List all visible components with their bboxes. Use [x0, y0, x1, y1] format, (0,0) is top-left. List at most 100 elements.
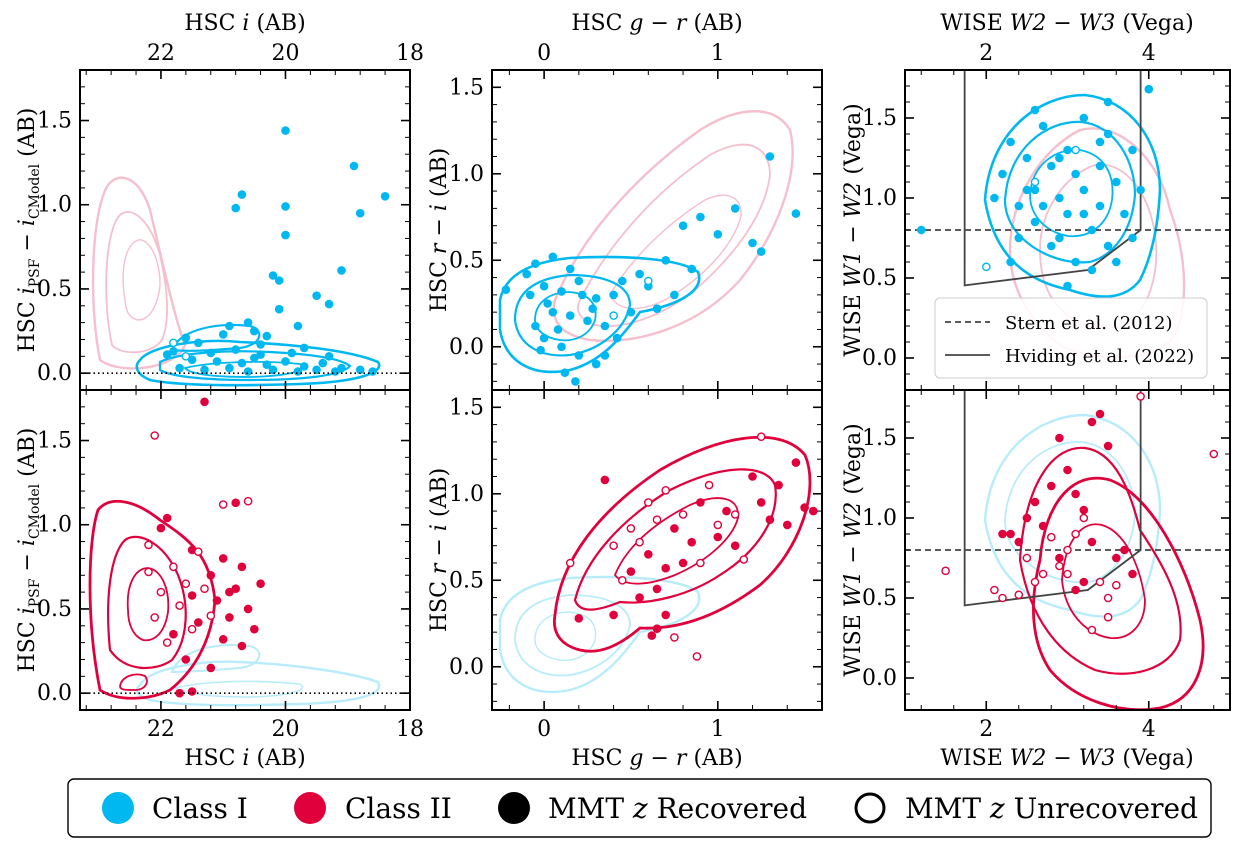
class1-point	[218, 330, 228, 339]
class2-point	[187, 591, 197, 600]
class2-contour-inner	[613, 497, 739, 585]
class1-point	[578, 290, 587, 300]
class1-point	[299, 362, 309, 371]
points-bottom-left	[144, 397, 265, 698]
x-tick-label: 20	[271, 717, 299, 742]
class1-point	[231, 345, 240, 354]
contours-bottom-middle	[498, 435, 812, 694]
class1-point	[548, 252, 558, 262]
class2-point	[237, 562, 247, 572]
class2-point	[1079, 505, 1089, 515]
class1-point	[281, 202, 290, 211]
class2-contour-mid-light	[576, 143, 771, 327]
x-tick-label: 22	[147, 717, 175, 742]
points-bottom-right	[941, 392, 1219, 635]
class2-open-point	[704, 480, 714, 490]
class2-open-point	[1071, 529, 1080, 539]
class1-point	[1128, 233, 1137, 243]
class2-point	[661, 610, 670, 620]
class2-open-point	[162, 638, 172, 647]
ylabel-bottom-middle: HSC r − i (AB)	[427, 468, 452, 632]
x-tick-label: 2	[979, 41, 993, 66]
class2-open-point	[1038, 569, 1048, 579]
class2-point	[1038, 521, 1048, 531]
class1-point	[1022, 153, 1032, 163]
class1-contour-mid-light	[514, 594, 631, 677]
class1-contour-inner-light	[172, 680, 304, 698]
class1-point	[293, 321, 303, 331]
class1-point	[1079, 209, 1089, 219]
class1-point	[536, 345, 545, 355]
class2-contour-inner-light	[609, 194, 742, 310]
class1-point	[748, 238, 757, 248]
class1-point	[591, 359, 601, 369]
class2-point	[1006, 529, 1015, 539]
class2-open-point	[169, 562, 178, 572]
class2-point	[696, 498, 705, 507]
class2-open-point	[1063, 545, 1072, 555]
class2-open-point	[1112, 580, 1121, 590]
class1-point	[560, 368, 570, 378]
class1-point	[678, 221, 688, 230]
class2-contour-mid	[1018, 446, 1182, 675]
class2-open-point	[635, 537, 644, 547]
class1-point	[175, 363, 184, 373]
class2-open-point	[670, 633, 679, 642]
class2-open-point	[1095, 577, 1105, 587]
class2-open-point	[609, 541, 618, 551]
class2-point	[1087, 537, 1097, 547]
class1-point	[765, 152, 775, 161]
class2-open-point	[150, 431, 159, 440]
class2-point	[1103, 441, 1113, 451]
class1-point	[1022, 185, 1032, 195]
class1-point	[312, 365, 321, 375]
y-tick-label: 1.0	[862, 186, 897, 211]
class2-point	[237, 641, 247, 651]
class2-open-point	[692, 652, 702, 661]
legend-stern-label: Stern et al. (2012)	[1005, 313, 1173, 334]
class1-point	[539, 281, 549, 291]
class1-point	[281, 126, 290, 135]
axes-top-left: 22 20 18 0.0 0.5 1.0 1.5	[37, 41, 424, 391]
class1-point	[1006, 137, 1015, 147]
class1-point	[583, 316, 592, 326]
ylabel-top-middle: HSC r − i (AB)	[427, 148, 452, 312]
x-tick-label: 0	[537, 41, 551, 66]
y-tick-label: 0.5	[862, 586, 897, 611]
class2-point	[194, 618, 203, 627]
class2-point	[791, 458, 801, 467]
class2-point	[231, 584, 240, 593]
class2-point	[1095, 409, 1105, 419]
class2-contour-mid	[573, 468, 777, 611]
y-tick-label: 0.0	[862, 346, 897, 371]
class1-point	[1014, 233, 1024, 243]
class2-point	[1030, 497, 1040, 507]
class2-open-point	[661, 485, 671, 495]
class1-open-point	[169, 338, 178, 348]
class2-point	[256, 579, 265, 588]
points-top-left	[162, 126, 390, 376]
class2-open-point	[565, 558, 575, 568]
class2-point	[162, 513, 172, 523]
class2-point	[1071, 489, 1080, 499]
class1-point	[612, 333, 622, 343]
points-top-middle	[501, 152, 801, 386]
class1-point	[571, 377, 580, 386]
y-tick-label: 0.0	[862, 666, 897, 691]
plot-frame	[79, 389, 411, 711]
panel-bottom-right: 2 4 0.0 0.5 1.0 1.5	[862, 389, 1231, 742]
class1-point	[1071, 257, 1080, 267]
x-tick-label: 18	[396, 717, 424, 742]
class2-open-point	[1022, 553, 1032, 563]
class2-point	[652, 584, 662, 594]
class1-point	[243, 367, 253, 376]
class1-contour-outer-light	[983, 413, 1162, 618]
y-tick-label: 1.0	[862, 506, 897, 531]
class1-point	[225, 363, 234, 373]
y-tick-label: 1.0	[449, 482, 484, 507]
class2-point	[635, 593, 644, 602]
class2-point	[765, 515, 775, 524]
x-tick-label: 1	[711, 717, 725, 742]
class1-contour-mid	[513, 273, 632, 357]
